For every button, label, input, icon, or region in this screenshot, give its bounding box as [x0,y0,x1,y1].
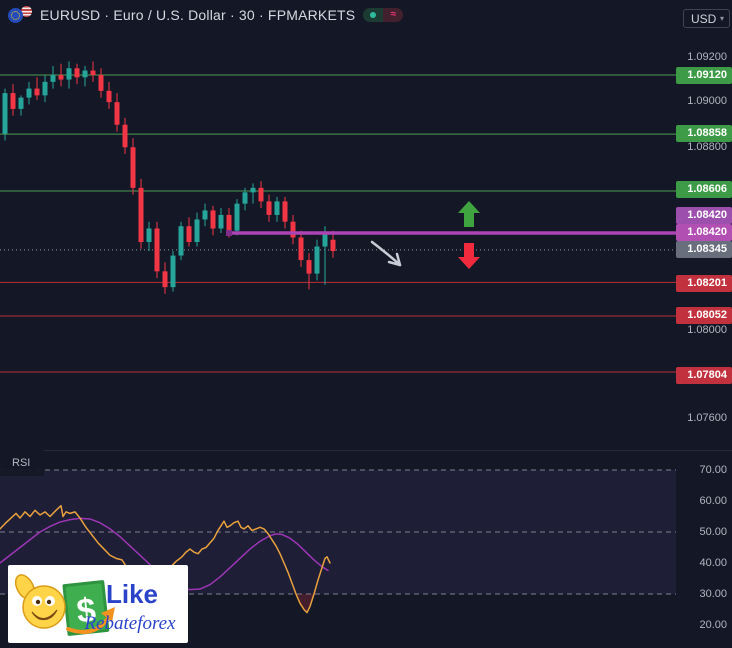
rsi-tick-label: 70.00 [699,464,727,476]
price-tick-label: 1.09200 [687,51,727,63]
eu-flag-icon [8,8,23,23]
status-dot-icon [370,11,377,18]
price-badge: 1.08420 [676,224,732,241]
swoosh-arrow-icon [66,607,115,634]
price-badge: 1.07804 [676,367,732,384]
pane-divider [0,450,732,451]
status-toggle[interactable]: ≈ [363,7,404,22]
rsi-tick-label: 20.00 [699,619,727,631]
us-flag-icon [21,6,32,17]
currency-selector[interactable]: USD ▾ [683,9,730,28]
logo-text-like: Like [106,579,158,609]
rsi-tick-label: 40.00 [699,557,727,569]
rsi-tick-label: 50.00 [699,526,727,538]
rsi-indicator-label[interactable]: RSI [0,450,45,476]
logo-text-rebateforex: Rebateforex [83,613,176,634]
price-tick-label: 1.09000 [687,95,727,107]
rsi-tick-label: 30.00 [699,588,727,600]
price-badge: 1.09120 [676,67,732,84]
price-badge: 1.08201 [676,275,732,292]
chevron-down-icon: ▾ [719,14,724,23]
price-tick-label: 1.08800 [687,141,727,153]
price-badge: 1.08420 [676,207,732,224]
rebateforex-logo: $ Like Rebateforex [8,565,188,643]
dollar-sign: $ [75,591,98,631]
price-badge: 1.08858 [676,125,732,142]
price-badge: 1.08345 [676,241,732,258]
price-tick-label: 1.08000 [687,324,727,336]
dollar-bills-icon: $ [60,578,112,638]
eur-usd-flags-icon [8,6,32,23]
chart-header: EURUSD · Euro / U.S. Dollar · 30 · FPMAR… [8,6,404,23]
price-tick-label: 1.07600 [687,412,727,424]
status-toggle-left[interactable] [363,7,384,22]
thumbs-up-smiley-icon [14,574,66,629]
price-badge: 1.08606 [676,181,732,198]
currency-selector-value: USD [691,11,717,26]
price-badge: 1.08052 [676,307,732,324]
approx-icon[interactable]: ≈ [383,7,404,22]
rsi-tick-label: 60.00 [699,495,727,507]
symbol-title[interactable]: EURUSD · Euro / U.S. Dollar · 30 · FPMAR… [40,6,356,23]
